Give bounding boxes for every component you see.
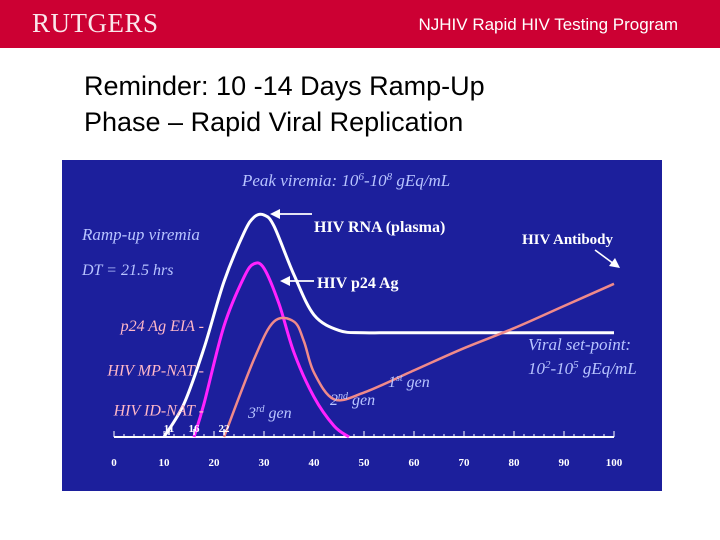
arrow-antibody [594,249,615,265]
x-tick-label: 20 [209,457,221,469]
x-tick-label: 50 [359,457,371,469]
x-tick-label: 100 [606,457,623,469]
day-markers: 11 16 22 [164,423,230,435]
series-line-hiv-rna [162,212,614,438]
gen2-label: 2nd gen [330,391,375,409]
arrow-rna-head [270,209,280,219]
doubling-time-label: DT = 21.5 hrs [81,262,173,279]
x-axis: 0 10 20 30 40 50 60 70 80 90 100 [111,431,623,469]
series-line-hiv-antibody [222,282,615,438]
assay-label: HIV ID-NAT - [113,402,204,419]
series-label-hiv-rna: HIV RNA (plasma) [314,219,445,236]
gen3-label: 3rd gen [247,404,292,422]
gen1-label: 1st gen [388,373,430,391]
assay-label: HIV MP-NAT - [106,362,204,379]
x-tick-label: 80 [509,457,521,469]
slide-title-line-1: Reminder: 10 -14 Days Ramp-Up [84,71,485,101]
rutgers-logo: RUTGERS [32,8,159,38]
viremia-chart: 0 10 20 30 40 50 60 70 80 90 100 11 16 22 p24 Ag EIA… [62,160,662,491]
header-bar: RUTGERS NJHIV Rapid HIV Testing Program [0,0,720,48]
arrow-p24-head [280,276,290,286]
rampup-viremia-label: Ramp-up viremia [81,225,200,244]
program-title: NJHIV Rapid HIV Testing Program [418,15,678,34]
x-tick-label: 70 [459,457,471,469]
x-tick-label: 90 [559,457,571,469]
x-tick-label: 30 [259,457,271,469]
x-tick-label: 10 [159,457,171,469]
chart-background [62,160,662,491]
assay-labels: p24 Ag EIA - HIV MP-NAT - HIV ID-NAT - [106,318,204,419]
peak-viremia-label: Peak viremia: 106-108 gEq/mL [241,171,450,190]
day-marker-label: 16 [189,423,201,435]
series-line-p24-ag [192,261,350,439]
slide-title-line-2: Phase – Rapid Viral Replication [84,107,464,137]
x-tick-label: 60 [409,457,421,469]
setpoint-label-line-2: 102-105 gEq/mL [528,359,637,378]
arrow-antibody-head [609,258,620,268]
slide-title: Reminder: 10 -14 Days Ramp-Up Phase – Ra… [84,68,684,140]
series-label-p24-ag: HIV p24 Ag [317,275,399,292]
day-marker-label: 11 [164,423,174,435]
assay-label: p24 Ag EIA - [120,318,204,335]
setpoint-label-line-1: Viral set-point: [528,335,631,354]
x-tick-label: 40 [309,457,321,469]
x-tick-label: 0 [111,457,117,469]
day-marker-label: 22 [219,423,231,435]
series-label-hiv-antibody: HIV Antibody [522,232,614,248]
